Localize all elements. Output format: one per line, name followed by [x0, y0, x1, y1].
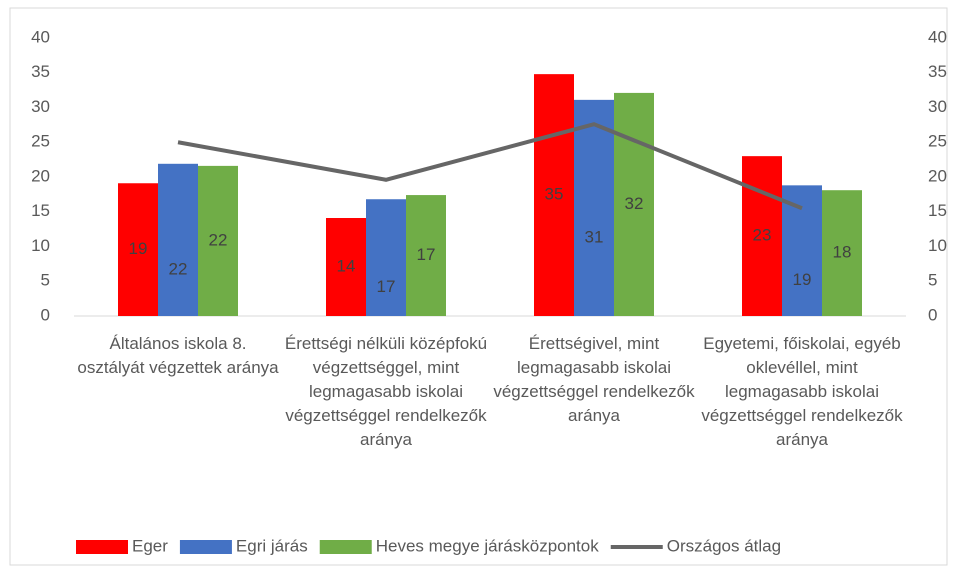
y2-tick-label: 0 [928, 305, 937, 324]
y2-tick-label: 30 [928, 97, 947, 116]
data-label: 17 [417, 245, 436, 264]
y2-tick-label: 15 [928, 201, 947, 220]
y2-tick-label: 40 [928, 27, 947, 46]
legend-swatch [179, 540, 232, 554]
y2-tick-label: 25 [928, 132, 947, 151]
x-tick-label: Érettségi nélküli középfokú végzettségge… [284, 334, 488, 449]
bar [822, 190, 862, 316]
y-tick-label: 30 [31, 97, 50, 116]
data-label: 18 [833, 243, 852, 262]
data-label: 17 [377, 277, 396, 296]
y2-tick-label: 10 [928, 236, 947, 255]
data-label: 19 [793, 270, 812, 289]
line [177, 122, 803, 211]
bar [574, 99, 614, 316]
bar [326, 218, 366, 316]
data-label: 14 [337, 256, 356, 275]
bar [158, 163, 198, 316]
legend-swatch [76, 540, 128, 554]
y2-tick-label: 35 [928, 62, 947, 81]
legend-swatch [319, 540, 372, 554]
data-label: 31 [585, 227, 604, 246]
bar [534, 74, 574, 316]
bar [198, 165, 238, 316]
y-tick-label: 5 [41, 271, 50, 290]
y-tick-label: 10 [31, 236, 50, 255]
y2-tick-label: 5 [928, 271, 937, 290]
data-label: 32 [625, 194, 644, 213]
data-label: 22 [169, 259, 188, 278]
x-tick-label: Egyetemi, főiskolai, egyéb oklevéllel, m… [701, 334, 903, 449]
y-tick-label: 15 [31, 201, 50, 220]
bar [742, 156, 782, 316]
data-label: 35 [545, 185, 564, 204]
y2-tick-label: 20 [928, 166, 947, 185]
bar [782, 185, 822, 316]
y-tick-label: 35 [31, 62, 50, 81]
y-tick-label: 20 [31, 166, 50, 185]
x-tick-label: Érettségivel, mint legmagasabb iskolai v… [493, 334, 695, 425]
legend-label: Egri járás [236, 536, 308, 555]
y-tick-label: 0 [41, 305, 50, 324]
legend-label: Országos átlag [667, 536, 781, 555]
legend-label: Heves megye járásközpontok [376, 536, 600, 555]
bar [366, 199, 406, 316]
data-label: 22 [209, 230, 228, 249]
bar [614, 92, 654, 316]
data-label: 23 [753, 226, 772, 245]
bar [406, 195, 446, 316]
y-tick-label: 40 [31, 27, 50, 46]
y-tick-label: 25 [31, 132, 50, 151]
legend-label: Eger [132, 536, 168, 555]
bar [118, 183, 158, 316]
data-label: 19 [129, 239, 148, 258]
x-tick-label: Általános iskola 8. osztályát végzettek … [77, 334, 279, 377]
